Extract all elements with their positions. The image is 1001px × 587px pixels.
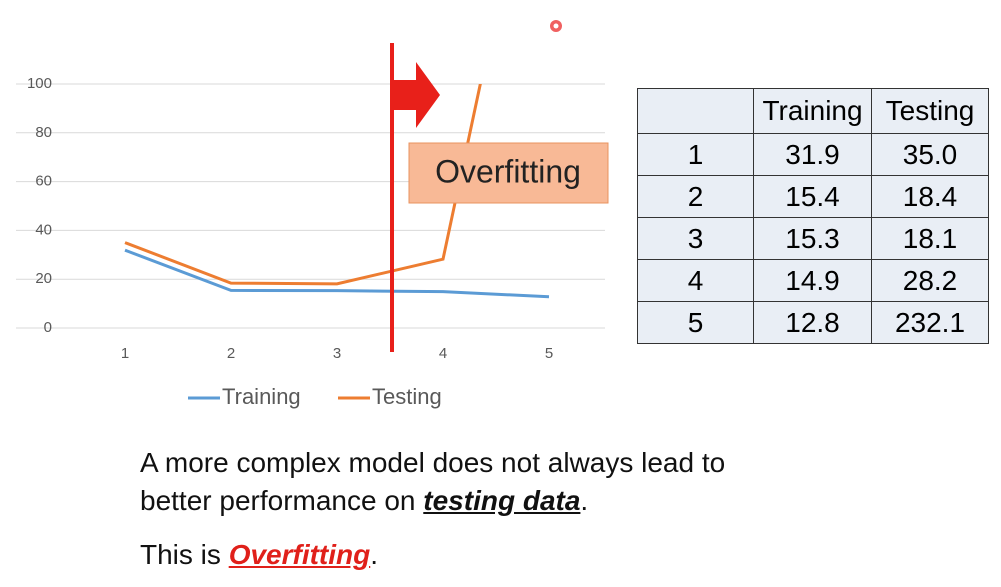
cell: 18.4 [871, 175, 989, 218]
header-cell: Training [753, 88, 872, 134]
x-tick-label: 5 [545, 345, 553, 362]
text: . [580, 485, 589, 516]
header-row: Training Testing [637, 88, 989, 134]
text-line: A more complex model does not always lea… [140, 447, 725, 479]
cell: 5 [637, 301, 754, 344]
y-tick-label: 0 [44, 319, 52, 336]
cell: 2 [637, 175, 754, 218]
row: 4 14.9 28.2 [637, 259, 989, 302]
row: 2 15.4 18.4 [637, 175, 989, 218]
annotation-box [408, 142, 609, 204]
cell: 14.9 [753, 259, 872, 302]
y-tick-label: 60 [35, 173, 52, 190]
cell: 1 [637, 133, 754, 176]
legend-label: Testing [372, 384, 442, 409]
arrow [392, 62, 440, 128]
x-tick-label: 3 [333, 345, 341, 362]
row: 1 31.9 35.0 [637, 133, 989, 176]
legend-label: Training [222, 384, 301, 409]
text: This is [140, 539, 229, 570]
row: 3 15.3 18.1 [637, 217, 989, 260]
emphasis: testing data [423, 485, 581, 516]
chart: 0 20 40 60 80 100 1 2 3 4 5 Training Testing Overfi… [16, 20, 609, 409]
y-tick-label: 40 [35, 221, 52, 238]
annotation: Overfitting [435, 153, 581, 189]
text: . [370, 539, 379, 570]
header-cell: Testing [871, 88, 989, 134]
x-tick-label: 1 [121, 345, 129, 362]
cell: 12.8 [753, 301, 872, 344]
cell: 35.0 [871, 133, 989, 176]
cell: 15.3 [753, 217, 872, 260]
cell: 4 [637, 259, 754, 302]
y-tick-label: 20 [35, 270, 52, 287]
pointer-dot-center [553, 23, 559, 29]
row: 5 12.8 232.1 [637, 301, 989, 344]
cell: 232.1 [871, 301, 989, 344]
cell: 15.4 [753, 175, 872, 218]
y-tick-label: 100 [27, 75, 52, 92]
corner-cell [637, 88, 754, 134]
x-tick-label: 2 [227, 345, 235, 362]
text-line: This is Overfitting. [140, 539, 378, 571]
cell: 28.2 [871, 259, 989, 302]
emphasis: Overfitting [228, 539, 371, 570]
cell: 3 [637, 217, 754, 260]
text: better performance on [140, 485, 424, 516]
table: Training Testing 1 31.9 35.0 2 15.4 18.4 3 15.3 18… [637, 88, 989, 344]
text-line: better performance on testing data. [140, 485, 588, 517]
cell: 31.9 [753, 133, 872, 176]
x-tick-label: 4 [439, 345, 447, 362]
text: A more complex model does not always lea… [140, 447, 726, 478]
y-tick-label: 80 [35, 124, 52, 141]
line-series [124, 248, 550, 299]
line-series [124, 84, 482, 286]
cell: 18.1 [871, 217, 989, 260]
